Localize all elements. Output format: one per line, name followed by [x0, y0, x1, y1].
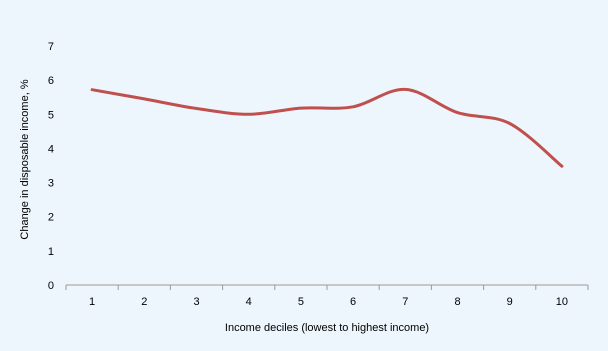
- y-axis-title: Change in disposable income, %: [19, 79, 31, 239]
- y-tick-label: 4: [48, 143, 54, 155]
- x-tick-label: 4: [246, 296, 252, 308]
- x-axis-title: Income deciles (lowest to highest income…: [225, 322, 429, 334]
- x-tick-label: 7: [402, 296, 408, 308]
- y-tick-label: 5: [48, 109, 54, 121]
- y-tick-label: 0: [48, 280, 54, 292]
- y-tick-label: 7: [48, 41, 54, 53]
- y-tick-label: 3: [48, 178, 54, 190]
- y-tick-label: 1: [48, 246, 54, 258]
- y-axis-tick-labels: 0 1 2 3 4 5 6 7: [48, 41, 54, 292]
- y-tick-label: 2: [48, 212, 54, 224]
- x-tick-label: 10: [556, 296, 568, 308]
- x-tick-label: 9: [507, 296, 513, 308]
- x-tick-label: 6: [350, 296, 356, 308]
- y-tick-label: 6: [48, 75, 54, 87]
- x-tick-label: 5: [298, 296, 304, 308]
- x-tick-label: 8: [454, 296, 460, 308]
- x-axis-tick-labels: 1 2 3 4 5 6 7 8 9 10: [89, 296, 568, 308]
- x-tick-label: 3: [193, 296, 199, 308]
- x-tick-label: 2: [141, 296, 147, 308]
- x-tick-label: 1: [89, 296, 95, 308]
- x-axis-tick-marks: [65, 285, 589, 290]
- series-line: [90, 87, 564, 168]
